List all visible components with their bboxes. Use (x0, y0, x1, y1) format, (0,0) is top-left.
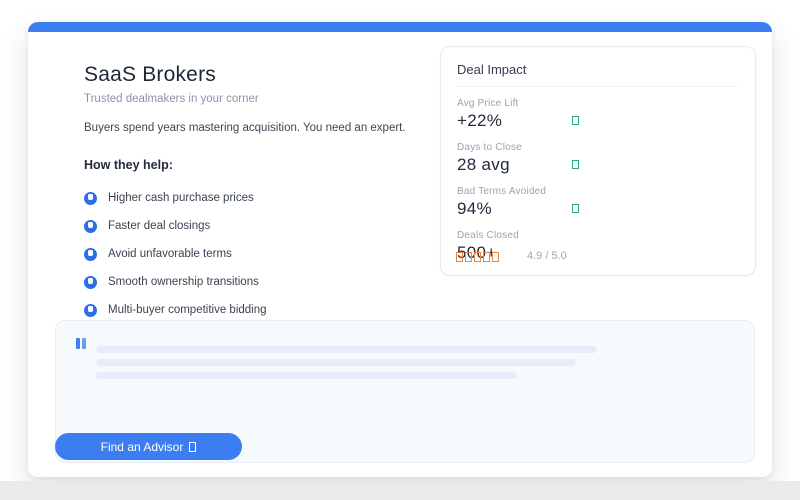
metric-value: 94% (457, 199, 492, 218)
metric-avg-price-lift: Avg Price Lift +22% (457, 98, 739, 131)
thumbs-up-icon (84, 219, 97, 233)
missing-glyph-icon (189, 442, 197, 452)
benefit-label: Multi-buyer competitive bidding (108, 304, 267, 316)
star-glyph-icon (492, 252, 499, 262)
star-glyph-icon (474, 252, 481, 262)
benefits-list: Higher cash purchase prices Faster deal … (84, 184, 444, 324)
star-glyph-icon (465, 252, 472, 262)
benefit-label: Faster deal closings (108, 220, 211, 232)
thumbs-up-icon (84, 303, 97, 317)
star-glyph-icon (456, 252, 463, 262)
lead-text: Buyers spend years mastering acquisition… (84, 122, 406, 134)
benefit-label: Avoid unfavorable terms (108, 248, 232, 260)
list-item: Multi-buyer competitive bidding (84, 296, 444, 324)
metric-label: Avg Price Lift (457, 98, 519, 109)
benefit-label: Smooth ownership transitions (108, 276, 259, 288)
page-background-strip (0, 481, 800, 500)
metric-value: +22% (457, 111, 503, 130)
thumbs-up-icon (84, 247, 97, 261)
divider (457, 86, 739, 87)
missing-glyph-icon (572, 160, 579, 169)
star-glyph-icon (483, 252, 490, 262)
metric-label: Days to Close (457, 142, 522, 153)
page-title: SaaS Brokers (84, 63, 216, 86)
find-advisor-button[interactable]: Find an Advisor (55, 433, 242, 460)
skeleton-text-line (96, 372, 517, 379)
metric-deals-closed: Deals Closed 500+ 4.9 / 5.0 (456, 230, 739, 263)
metric-label: Bad Terms Avoided (457, 186, 547, 197)
list-item: Avoid unfavorable terms (84, 240, 444, 268)
benefit-label: Higher cash purchase prices (108, 192, 254, 204)
missing-glyph-icon (572, 204, 579, 213)
page-subtitle: Trusted dealmakers in your corner (84, 93, 259, 105)
find-advisor-label: Find an Advisor (100, 439, 184, 454)
list-item: Faster deal closings (84, 212, 444, 240)
skeleton-text-line (96, 359, 576, 366)
rating-text: 4.9 / 5.0 (527, 250, 567, 262)
thumbs-up-icon (84, 275, 97, 289)
missing-glyph-icon (572, 116, 579, 125)
deal-impact-card: Deal Impact Avg Price Lift +22% Days to … (440, 46, 756, 276)
hero-section: SaaS Brokers Trusted dealmakers in your … (84, 62, 444, 324)
quote-icon (76, 338, 86, 349)
list-item: Smooth ownership transitions (84, 268, 444, 296)
star-rating-missing-glyph-icons (456, 252, 499, 262)
accent-top-bar (28, 22, 772, 32)
metric-days-to-close: Days to Close 28 avg (457, 142, 739, 175)
list-item: Higher cash purchase prices (84, 184, 444, 212)
metric-bad-terms-avoided: Bad Terms Avoided 94% (457, 186, 739, 219)
thumbs-up-icon (84, 191, 97, 205)
deal-impact-title: Deal Impact (457, 62, 527, 77)
main-card: SaaS Brokers Trusted dealmakers in your … (28, 22, 772, 477)
skeleton-text-line (96, 346, 597, 353)
metric-label: Deals Closed (457, 230, 519, 241)
metric-value: 28 avg (457, 155, 510, 174)
benefits-heading: How they help: (84, 158, 173, 172)
